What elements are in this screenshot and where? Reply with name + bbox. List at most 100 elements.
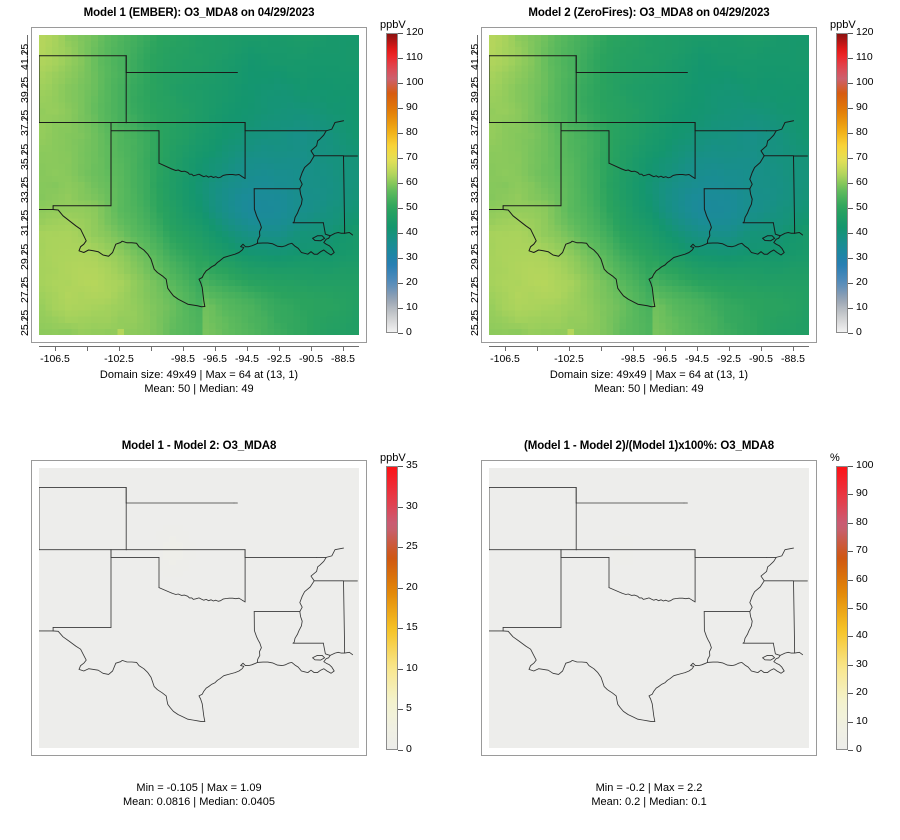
- colorbar-percent-difference-tick-label: 30: [856, 658, 868, 670]
- colorbar-model1-tick-label: 10: [406, 301, 418, 313]
- y-axis-tick: [472, 252, 477, 253]
- colorbar-difference-tick-label: 0: [406, 743, 412, 755]
- colorbar-model1-tick: [398, 308, 403, 309]
- x-axis-tick: [793, 346, 794, 351]
- colorbar-model1-tick-label: 80: [406, 126, 418, 138]
- colorbar-model1-tick-label: 0: [406, 326, 412, 338]
- colorbar-model1-tick: [398, 108, 403, 109]
- colorbar-difference-tick: [398, 507, 403, 508]
- colorbar-model2-tick: [848, 33, 853, 34]
- x-axis-tick: [87, 346, 88, 351]
- colorbar-difference-tick: [398, 669, 403, 670]
- colorbar-model2-gradient: [836, 33, 848, 333]
- colorbar-model1-tick: [398, 33, 403, 34]
- y-axis-tick: [472, 85, 477, 86]
- colorbar-model1-tick-label: 20: [406, 276, 418, 288]
- colorbar-model2-tick: [848, 283, 853, 284]
- colorbar-percent-difference-tick-label: 100: [856, 459, 874, 471]
- panel-title: (Model 1 - Model 2)/(Model 1)x100%: O3_M…: [523, 440, 775, 452]
- colorbar-model1-tick-label: 30: [406, 251, 418, 263]
- map-data-field: [489, 35, 809, 335]
- panel-title: Model 1 - Model 2: O3_MDA8: [121, 440, 277, 452]
- colorbar-percent-difference-tick: [848, 665, 853, 666]
- y-axis-tick: [22, 285, 27, 286]
- colorbar-model2-tick-label: 60: [856, 176, 868, 188]
- x-axis-tick-label: -98.5: [621, 353, 645, 365]
- panel-title: Model 1 (EMBER): O3_MDA8 on 04/29/2023: [83, 7, 315, 19]
- x-axis-tick: [697, 346, 698, 351]
- x-axis-tick-label: -90.5: [299, 353, 323, 365]
- colorbar-model2-tick: [848, 233, 853, 234]
- colorbar-model1-gradient: [386, 33, 398, 333]
- x-axis-tick-label: -88.5: [781, 353, 805, 365]
- x-axis-tick-label: -98.5: [171, 353, 195, 365]
- colorbar-model2-tick: [848, 308, 853, 309]
- panel-title: Model 2 (ZeroFires): O3_MDA8 on 04/29/20…: [528, 7, 770, 19]
- colorbar-model2-tick-label: 110: [856, 51, 873, 63]
- colorbar-model1-tick: [398, 208, 403, 209]
- colorbar-model2-tick-label: 120: [856, 26, 874, 38]
- colorbar-difference-tick-label: 25: [406, 540, 418, 552]
- colorbar-model2-tick: [848, 208, 853, 209]
- y-axis-tick: [22, 85, 27, 86]
- colorbar-difference-tick: [398, 628, 403, 629]
- colorbar-model2-tick: [848, 83, 853, 84]
- colorbar-percent-difference-tick-label: 80: [856, 516, 868, 528]
- colorbar-percent-difference-tick: [848, 750, 853, 751]
- x-axis-tick-label: -94.5: [235, 353, 259, 365]
- colorbar-model1-tick: [398, 83, 403, 84]
- panel-caption: Domain size: 49x49 | Max = 64 at (13, 1)…: [549, 369, 749, 395]
- colorbar-model2-tick-label: 50: [856, 201, 868, 213]
- colorbar-model1-tick: [398, 58, 403, 59]
- colorbar-difference-tick-label: 5: [406, 702, 412, 714]
- colorbar-difference-tick: [398, 750, 403, 751]
- x-axis-tick-label: -106.5: [40, 353, 70, 365]
- colorbar-model2-tick-label: 20: [856, 276, 868, 288]
- y-axis-tick: [472, 152, 477, 153]
- y-axis-tick: [472, 285, 477, 286]
- colorbar-model2-tick-label: 0: [856, 326, 862, 338]
- colorbar-percent-difference-tick: [848, 494, 853, 495]
- colorbar-percent-difference-tick: [848, 466, 853, 467]
- panel-caption: Domain size: 49x49 | Max = 64 at (13, 1)…: [99, 369, 299, 395]
- colorbar-percent-difference-tick-label: 10: [856, 715, 868, 727]
- y-axis-tick: [472, 185, 477, 186]
- colorbar-percent-difference-tick-label: 90: [856, 487, 868, 499]
- colorbar-difference-gradient: [386, 466, 398, 750]
- x-axis-tick-label: -96.5: [203, 353, 227, 365]
- colorbar-percent-difference-tick-label: 50: [856, 601, 868, 613]
- x-axis-tick: [633, 346, 634, 351]
- colorbar-model2-tick: [848, 108, 853, 109]
- x-axis-tick-label: -94.5: [685, 353, 709, 365]
- colorbar-model2-tick: [848, 58, 853, 59]
- colorbar-percent-difference-tick: [848, 551, 853, 552]
- colorbar-percent-difference-tick-label: 60: [856, 573, 868, 585]
- colorbar-model2-tick-label: 80: [856, 126, 868, 138]
- colorbar-model1-tick-label: 40: [406, 226, 418, 238]
- x-axis-tick: [311, 346, 312, 351]
- colorbar-difference-tick-label: 15: [406, 621, 418, 633]
- y-axis-tick: [22, 118, 27, 119]
- y-axis-tick: [472, 118, 477, 119]
- colorbar-model2-tick: [848, 158, 853, 159]
- state-boundaries-overlay: [489, 486, 808, 723]
- colorbar-difference-tick: [398, 466, 403, 467]
- colorbar-model1-tick: [398, 233, 403, 234]
- x-axis-tick: [665, 346, 666, 351]
- colorbar-model1-tick: [398, 183, 403, 184]
- colorbar-model2-tick: [848, 333, 853, 334]
- x-axis-tick-label: -88.5: [331, 353, 355, 365]
- colorbar-difference-tick-label: 20: [406, 581, 418, 593]
- x-axis-tick: [215, 346, 216, 351]
- colorbar-model2-tick-label: 30: [856, 251, 868, 263]
- state-boundaries-overlay: [489, 55, 808, 308]
- x-axis-tick: [151, 346, 152, 351]
- colorbar-difference-tick: [398, 547, 403, 548]
- colorbar-model1-tick-label: 100: [406, 76, 424, 88]
- colorbar-model1-tick-label: 50: [406, 201, 418, 213]
- colorbar-difference-tick-label: 10: [406, 662, 418, 674]
- colorbar-model2-tick-label: 10: [856, 301, 868, 313]
- colorbar-model2-tick: [848, 183, 853, 184]
